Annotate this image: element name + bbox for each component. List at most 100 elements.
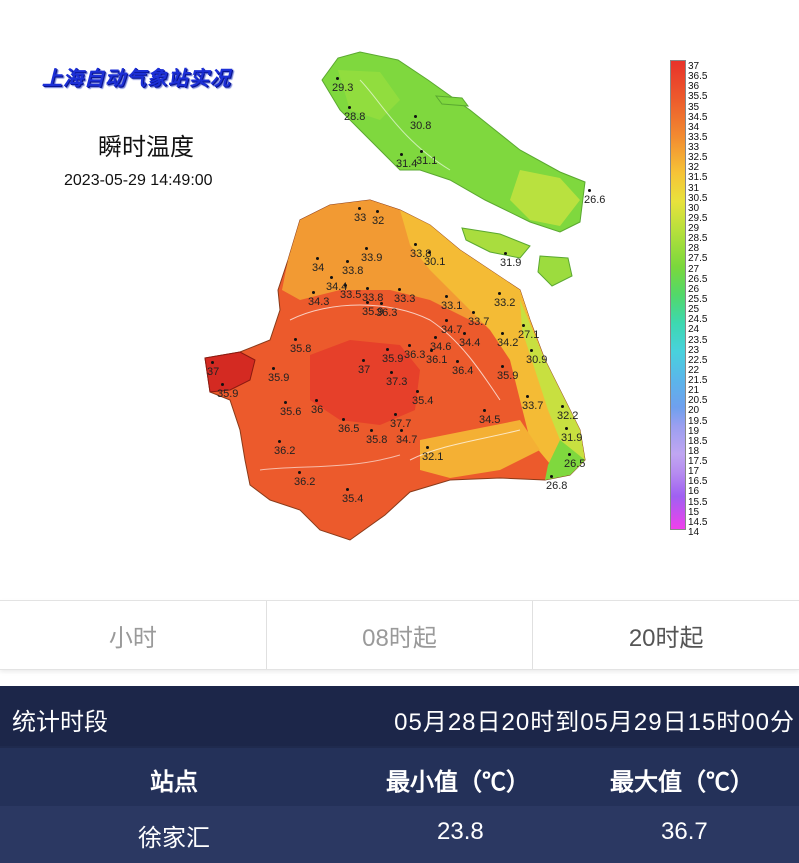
changxing-island	[461, 227, 531, 259]
legend-tick-label: 15	[688, 506, 700, 518]
station-marker	[414, 115, 417, 118]
station-marker	[483, 409, 486, 412]
station-temperature-label: 33.8	[410, 248, 432, 260]
tab-hourly[interactable]: 小时	[0, 601, 267, 669]
station-marker	[376, 210, 379, 213]
legend-tick-label: 21	[688, 385, 700, 397]
station-marker	[316, 257, 319, 260]
station-temperature-label: 34.4	[459, 337, 481, 349]
station-temperature-label: 35.8	[290, 343, 312, 355]
station-marker	[294, 338, 297, 341]
station-marker	[362, 359, 365, 362]
color-legend-bar	[670, 60, 686, 530]
station-temperature-label: 34.2	[497, 337, 519, 349]
legend-tick-label: 19	[688, 425, 700, 437]
station-marker	[504, 252, 507, 255]
station-marker	[346, 488, 349, 491]
time-range-tabs: 小时 08时起 20时起	[0, 600, 799, 670]
station-temperature-label: 35.9	[217, 388, 239, 400]
station-marker	[221, 383, 224, 386]
station-temperature-label: 35.9	[382, 353, 404, 365]
legend-tick-label: 17	[688, 466, 700, 478]
legend-tick-label: 16	[688, 486, 700, 498]
header-station: 站点	[150, 769, 198, 796]
station-temperature-label: 35.4	[342, 493, 364, 505]
legend-tick-label: 25	[688, 304, 700, 316]
hengsha-island	[537, 255, 573, 287]
legend-tick-label: 15.5	[688, 496, 708, 508]
legend-tick-label: 34.5	[688, 111, 708, 123]
legend-tick-label: 18	[688, 445, 700, 457]
station-marker	[445, 295, 448, 298]
station-marker	[370, 429, 373, 432]
station-temperature-label: 36.4	[452, 365, 474, 377]
period-label: 统计时段	[12, 709, 108, 736]
station-temperature-label: 34.6	[430, 341, 452, 353]
legend-tick-label: 33.5	[688, 131, 708, 143]
legend-tick-label: 16.5	[688, 476, 708, 488]
station-temperature-label: 36.3	[404, 349, 426, 361]
station-marker	[463, 332, 466, 335]
station-marker	[390, 371, 393, 374]
station-temperature-label: 35.9	[362, 306, 384, 318]
station-temperature-label: 33.9	[361, 252, 383, 264]
station-marker	[550, 475, 553, 478]
stats-period-row: 统计时段 05月28日20时到05月29日15时00分	[0, 686, 799, 746]
station-temperature-label: 36.2	[274, 445, 296, 457]
legend-tick-label: 35.5	[688, 91, 708, 103]
station-temperature-label: 26.8	[546, 480, 568, 492]
table-row[interactable]: 徐家汇 23.8 36.7	[0, 806, 799, 863]
station-marker	[530, 349, 533, 352]
station-marker	[568, 453, 571, 456]
station-temperature-label: 33	[354, 212, 367, 224]
legend-tick-label: 19.5	[688, 415, 708, 427]
legend-tick-label: 32.5	[688, 152, 708, 164]
station-marker	[298, 471, 301, 474]
map-title: 上海自动气象站实况	[42, 66, 231, 90]
station-marker	[272, 367, 275, 370]
station-temperature-label: 33.7	[522, 400, 544, 412]
header-min: 最小值（℃）	[386, 769, 530, 796]
station-marker	[588, 189, 591, 192]
legend-tick-label: 26	[688, 283, 700, 295]
station-temperature-label: 31.9	[500, 257, 522, 269]
tab-from-20[interactable]: 20时起	[628, 624, 704, 652]
station-temperature-label: 30.1	[424, 256, 446, 268]
station-temperature-label: 35.9	[268, 372, 290, 384]
station-temperature-label: 36.2	[294, 476, 316, 488]
station-temperature-label: 31.1	[416, 155, 438, 167]
legend-tick-label: 26.5	[688, 273, 708, 285]
station-temperature-label: 34.4	[326, 281, 348, 293]
stats-table: 统计时段 05月28日20时到05月29日15时00分 站点 最小值（℃） 最大…	[0, 686, 799, 863]
station-marker	[386, 348, 389, 351]
station-marker	[398, 288, 401, 291]
legend-tick-label: 22	[688, 364, 700, 376]
tab-from-08[interactable]: 08时起	[267, 601, 534, 669]
stats-header-row: 站点 最小值（℃） 最大值（℃）	[0, 748, 799, 806]
station-temperature-label: 33.5	[340, 289, 362, 301]
station-marker	[330, 276, 333, 279]
legend-tick-label: 36	[688, 81, 700, 93]
legend-tick-label: 36.5	[688, 71, 708, 83]
legend-tick-label: 28	[688, 243, 700, 255]
station-temperature-label: 26.6	[584, 194, 606, 206]
station-marker	[526, 395, 529, 398]
legend-tick-label: 35	[688, 101, 700, 113]
station-temperature-label: 32.2	[557, 410, 579, 422]
legend-tick-label: 29	[688, 223, 700, 235]
station-marker	[420, 150, 423, 153]
station-temperature-label: 34.7	[396, 434, 418, 446]
station-temperature-label: 34.3	[308, 296, 330, 308]
station-marker	[366, 287, 369, 290]
legend-tick-label: 22.5	[688, 354, 708, 366]
temperature-map-panel: 上海自动气象站实况 瞬时温度 2023-05-29 14:49:00 29.3 2…	[42, 51, 708, 541]
legend-tick-label: 34	[688, 121, 700, 133]
station-temperature-label: 37	[358, 364, 371, 376]
legend-tick-label: 21.5	[688, 375, 708, 387]
legend-tick-label: 24.5	[688, 314, 708, 326]
station-marker	[416, 390, 419, 393]
legend-tick-label: 24	[688, 324, 700, 336]
station-temperature-label: 37.7	[390, 418, 412, 430]
station-temperature-label: 32	[372, 215, 385, 227]
station-temperature-label: 35.8	[366, 434, 388, 446]
